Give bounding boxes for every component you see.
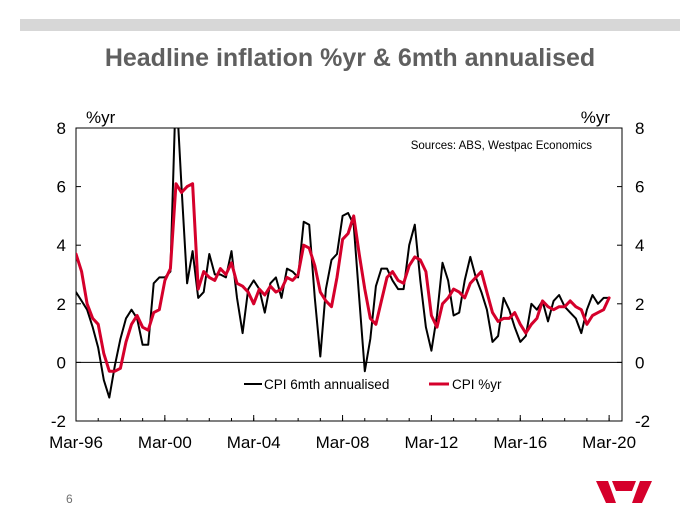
westpac-logo-left-stroke [596,481,616,503]
y-tick-label-right: 6 [635,178,644,197]
y-axis-label-right: %yr [581,108,611,127]
series-line-cpi-yr [76,182,611,373]
y-tick-label-right: 4 [635,236,644,255]
x-tick-label: Mar-08 [316,433,370,452]
top-decorative-bar [20,19,680,31]
x-tick-label: Mar-00 [138,433,192,452]
y-tick-label-right: -2 [635,412,650,431]
y-tick-label-right: 8 [635,119,644,138]
x-tick-label: Mar-04 [227,433,281,452]
source-note: Sources: ABS, Westpac Economics [411,140,593,152]
x-tick-label: Mar-20 [582,433,636,452]
y-axis-label-left: %yr [86,108,116,127]
westpac-logo-mid-stroke [612,481,636,491]
x-tick-label: Mar-16 [493,433,547,452]
legend-label-cpi-6mth-annualised: CPI 6mth annualised [264,377,389,392]
plot-area-frame [75,127,623,422]
legend-label-cpi-yr: CPI %yr [452,377,502,392]
y-tick-label-left: 8 [57,119,66,138]
westpac-logo-right-stroke [632,481,652,503]
y-tick-label-left: 2 [57,295,66,314]
y-tick-label-left: 6 [57,178,66,197]
page-number: 6 [66,492,73,506]
slide-title: Headline inflation %yr & 6mth annualised [104,44,596,72]
x-tick-label: Mar-96 [49,433,103,452]
y-tick-label-left: -2 [51,412,66,431]
y-tick-label-left: 4 [57,236,66,255]
westpac-logo [596,481,652,503]
y-tick-label-right: 0 [635,353,644,372]
y-tick-label-right: 2 [635,295,644,314]
x-tick-label: Mar-12 [404,433,458,452]
y-tick-label-left: 0 [57,353,66,372]
